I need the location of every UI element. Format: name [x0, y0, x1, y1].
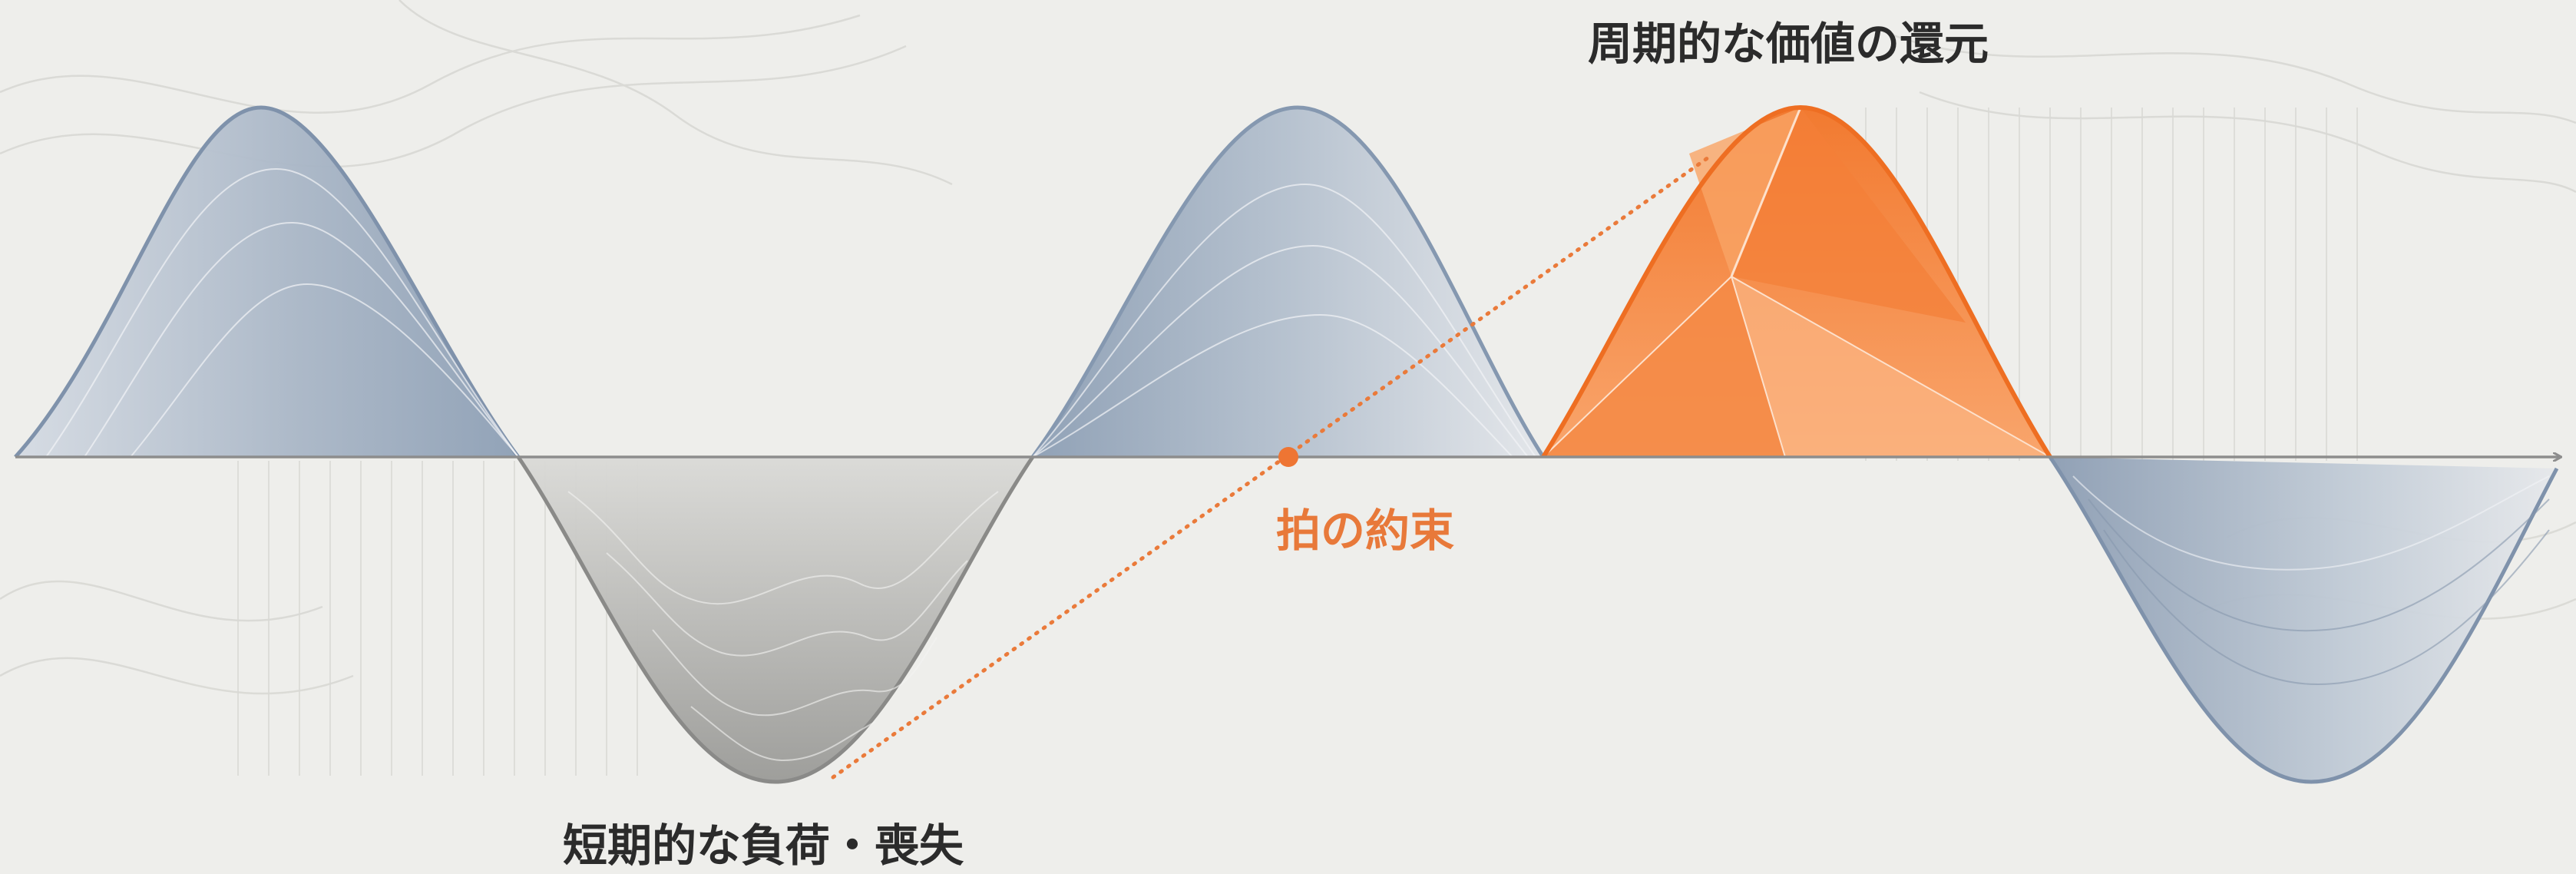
label-periodic-value-return: 周期的な価値の還元 [1588, 18, 1989, 70]
label-short-term-burden-loss: 短期的な負荷・喪失 [563, 819, 964, 872]
label-beat-promise: 拍の約束 [1276, 505, 1455, 557]
wave-peak-highlight [1541, 104, 2052, 459]
wave-peak-1 [14, 105, 521, 459]
promise-connector-line [831, 155, 1711, 780]
wave-trough-blue [2048, 455, 2559, 784]
wave-trough-gray [516, 455, 1035, 784]
background-contours [0, 0, 2576, 695]
wave-peak-2 [1030, 105, 1546, 459]
dot-icon [1278, 447, 1298, 467]
